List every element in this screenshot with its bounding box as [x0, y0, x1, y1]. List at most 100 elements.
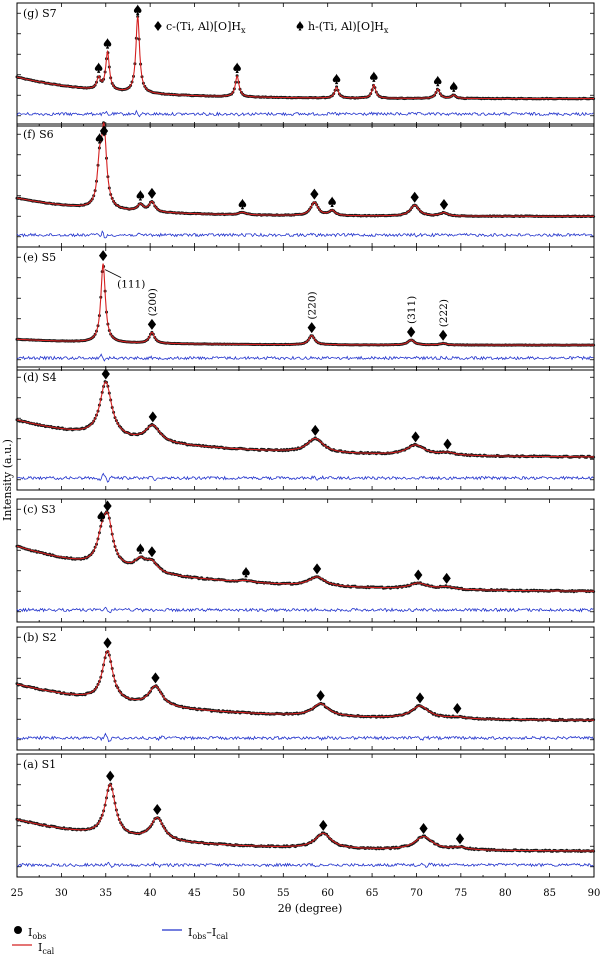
panel-label: (b) S2 — [23, 631, 57, 644]
calculated-line — [16, 122, 594, 217]
x-tick-label: 75 — [454, 888, 467, 899]
spade-legend-icon — [296, 21, 304, 31]
spade-marker — [328, 196, 336, 207]
legend-label: c-(Ti, Al)[O]Hx — [166, 20, 246, 35]
diamond-marker — [439, 199, 449, 211]
calculated-line — [16, 783, 594, 852]
panel-es5: (111)(200) (220) (311) (222) (e) S5 — [15, 246, 596, 371]
diamond-marker — [307, 322, 316, 334]
diamond-marker — [147, 187, 157, 199]
spade-marker — [332, 73, 341, 85]
panel-label: (a) S1 — [23, 758, 56, 771]
difference-line — [16, 353, 594, 362]
diamond-marker — [101, 368, 110, 380]
x-tick-label: 90 — [588, 888, 600, 899]
panel-frame — [16, 626, 595, 751]
x-tick-label: 80 — [499, 888, 512, 899]
spade-marker — [233, 62, 241, 74]
diamond-marker — [443, 438, 452, 450]
diamond-marker — [316, 690, 325, 702]
panels-group: (g) S7 (f) S6 (111)(200) (220) (311) (222) (e)… — [15, 2, 596, 878]
panel-gs7: (g) S7 — [15, 2, 596, 127]
diamond-marker — [453, 702, 462, 714]
observed-series — [15, 510, 596, 594]
calculated-line — [16, 381, 594, 458]
x-axis-label: 2θ (degree) — [278, 902, 343, 915]
hkl-label: (311) — [406, 296, 418, 324]
diamond-marker — [99, 125, 109, 137]
diamond-marker — [312, 563, 322, 575]
obs-legend-icon — [14, 926, 22, 934]
diamond-marker — [103, 637, 112, 649]
spade-marker — [133, 4, 142, 15]
x-tick-label: 65 — [366, 888, 379, 899]
diamond-marker — [407, 326, 416, 338]
spade-marker — [94, 62, 103, 73]
x-axis: 25 30 35 40 45 50 55 60 65 70 75 80 85 90 — [11, 888, 600, 899]
panel-label: (c) S3 — [23, 503, 56, 516]
spade-marker — [136, 543, 145, 554]
difference-line — [16, 606, 594, 614]
observed-series — [15, 782, 596, 853]
series-legend: Iobs Iobs–Ical Ical — [12, 926, 229, 956]
hkl-arrow — [104, 269, 122, 278]
x-tick-label: 85 — [543, 888, 556, 899]
legend-label: Iobs — [28, 926, 46, 941]
x-tick-label: 40 — [144, 888, 157, 899]
hkl-label: (111) — [117, 279, 145, 291]
x-tick-label: 70 — [410, 888, 423, 899]
calculated-line — [16, 511, 594, 592]
difference-line — [16, 109, 594, 118]
calculated-line — [16, 650, 594, 721]
y-axis-label: Intensity (a.u.) — [1, 439, 14, 521]
spade-marker — [136, 190, 145, 201]
legend-label: h-(Ti, Al)[O]Hx — [308, 20, 389, 35]
panel-label: (d) S4 — [23, 371, 57, 384]
spade-marker — [242, 566, 250, 578]
diamond-marker — [438, 329, 448, 341]
diamond-marker — [419, 822, 428, 834]
diamond-marker — [319, 819, 328, 831]
x-tick-label: 30 — [55, 888, 68, 899]
calculated-line — [17, 263, 594, 346]
x-tick-label: 35 — [99, 888, 112, 899]
legend-label: Iobs–Ical — [188, 926, 229, 941]
panel-label: (g) S7 — [23, 7, 57, 20]
panel-frame — [16, 2, 595, 127]
panel-frame — [16, 123, 595, 248]
panel-label: (e) S5 — [23, 251, 56, 264]
hkl-label: (200) — [147, 288, 159, 316]
diamond-marker — [410, 191, 419, 203]
spade-marker — [449, 81, 458, 92]
diamond-marker — [147, 318, 157, 330]
diamond-marker — [106, 770, 115, 782]
difference-line — [16, 732, 594, 743]
diamond-marker — [311, 424, 320, 436]
hkl-label: (220) — [307, 291, 319, 319]
diamond-marker — [153, 804, 162, 816]
difference-line — [16, 861, 594, 869]
diamond-marker — [148, 411, 157, 423]
spade-marker — [238, 198, 247, 210]
panel-ds4: (d) S4 — [15, 366, 596, 491]
panel-bs2: (b) S2 — [15, 626, 596, 751]
diamond-marker — [411, 431, 420, 443]
spade-marker — [433, 75, 442, 87]
x-tick-label: 25 — [11, 888, 24, 899]
x-tick-label: 50 — [233, 888, 246, 899]
legend-label: Ical — [38, 941, 55, 956]
panel-label: (f) S6 — [23, 128, 54, 141]
difference-line — [16, 230, 594, 239]
observed-series — [15, 15, 596, 101]
x-tick-label: 60 — [321, 888, 334, 899]
spade-marker — [97, 510, 106, 522]
panel-fs6: (f) S6 — [15, 121, 596, 248]
difference-line — [16, 472, 594, 483]
diamond-legend-icon — [154, 21, 162, 31]
spade-marker — [370, 71, 378, 82]
phase-legend: c-(Ti, Al)[O]Hx h-(Ti, Al)[O]Hx — [154, 20, 389, 35]
panel-cs3: (c) S3 — [15, 498, 596, 623]
hkl-label: (222) — [438, 299, 450, 327]
diamond-marker — [103, 500, 112, 512]
